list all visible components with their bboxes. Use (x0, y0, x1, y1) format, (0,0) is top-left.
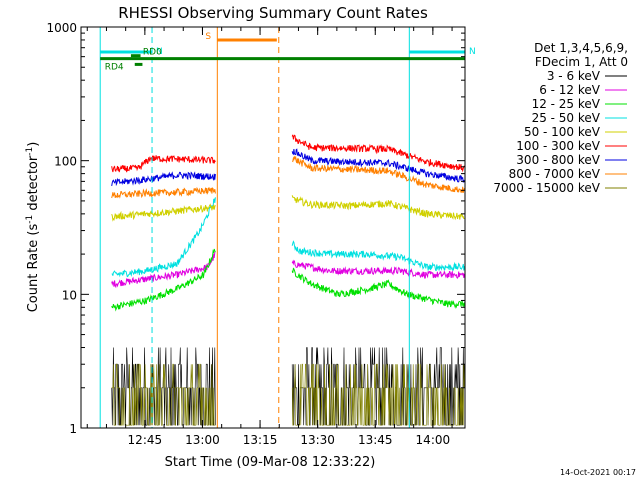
x-tick-label: 12:45 (128, 433, 163, 447)
series-trace (111, 347, 216, 426)
y-axis-label-part: -1 (25, 215, 35, 224)
legend-entry: 12 - 25 keV (532, 97, 601, 111)
x-tick-label: 13:00 (185, 433, 220, 447)
series-12-25-kev (111, 248, 465, 312)
flag-label: S (205, 32, 211, 42)
x-tick-label: 13:45 (358, 433, 393, 447)
y-axis-label-part: -1 (25, 147, 35, 156)
x-axis-label: Start Time (09-Mar-08 12:33:22) (165, 455, 376, 470)
footer-timestamp: 14-Oct-2021 00:17 (560, 468, 636, 477)
series-trace (111, 155, 216, 173)
series-trace (291, 240, 465, 272)
legend-entry: 50 - 100 keV (524, 125, 601, 139)
legend-entry: 7000 - 15000 keV (493, 181, 600, 195)
series-300-800-kev (111, 148, 465, 187)
series-trace (111, 203, 216, 222)
legend-entry: 25 - 50 keV (532, 111, 601, 125)
series-trace (111, 171, 216, 187)
legend-header: Det 1,3,4,5,6,9, (534, 41, 628, 55)
x-tick-label: 13:30 (300, 433, 335, 447)
y-tick-label: 1000 (46, 21, 77, 35)
series-trace (111, 363, 216, 426)
y-tick-label: 100 (54, 155, 77, 169)
y-axis-label: Count Rate (s-1 detector-1) (25, 142, 41, 313)
y-axis-label-part: ) (26, 142, 41, 147)
series-50-100-kev (111, 195, 465, 222)
legend-header: FDecim 1, Att 0 (535, 55, 628, 69)
flag-label: N (156, 47, 163, 57)
x-tick-label: 13:15 (243, 433, 278, 447)
flag-label: RD4 (105, 62, 124, 72)
series-trace (291, 148, 465, 183)
series-100-300-kev (111, 134, 465, 173)
legend-entry: 6 - 12 keV (539, 83, 601, 97)
series-trace (291, 267, 465, 309)
flag-label: RD0 (143, 48, 162, 58)
series-trace (291, 155, 465, 194)
series-trace (111, 197, 216, 278)
legend-entry: 300 - 800 keV (516, 153, 600, 167)
series-trace (291, 195, 465, 221)
series-trace (111, 248, 216, 312)
legend-entry: 3 - 6 keV (547, 69, 601, 83)
chart-title: RHESSI Observing Summary Count Rates (118, 4, 428, 22)
series-800-7000-kev (111, 155, 465, 199)
y-tick-label: 1 (69, 422, 77, 436)
series-7000-15000-kev (111, 363, 465, 426)
y-tick-label: 10 (62, 288, 77, 302)
plot-frame (80, 26, 466, 429)
legend-entry: 100 - 300 keV (516, 139, 600, 153)
series-trace (111, 186, 216, 199)
x-tick-label: 14:00 (416, 433, 451, 447)
y-axis-label-part: detector (26, 155, 41, 215)
series-trace (291, 259, 465, 279)
plot-area (99, 27, 465, 428)
y-axis-label-part: Count Rate (s (26, 224, 41, 313)
series-trace (291, 363, 465, 426)
series-25-50-kev (111, 197, 465, 278)
series-trace (291, 134, 465, 173)
series-trace (111, 251, 216, 289)
series-3-6-kev (111, 347, 465, 426)
series-6-12-kev (111, 251, 465, 289)
legend-entry: 800 - 7000 keV (509, 167, 601, 181)
flag-label: N (469, 47, 476, 57)
